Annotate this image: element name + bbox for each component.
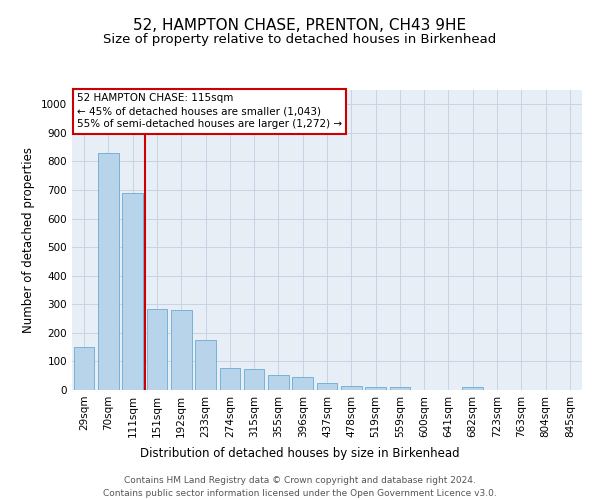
Text: 52 HAMPTON CHASE: 115sqm
← 45% of detached houses are smaller (1,043)
55% of sem: 52 HAMPTON CHASE: 115sqm ← 45% of detach…: [77, 93, 342, 130]
Bar: [146, 309, 167, 390]
Bar: [98, 153, 119, 390]
Y-axis label: Number of detached properties: Number of detached properties: [22, 147, 35, 333]
Bar: [195, 340, 216, 390]
Bar: [365, 386, 386, 390]
Bar: [389, 387, 410, 390]
Text: Contains HM Land Registry data © Crown copyright and database right 2024.
Contai: Contains HM Land Registry data © Crown c…: [103, 476, 497, 498]
Bar: [122, 193, 143, 390]
Bar: [268, 375, 289, 390]
Text: 52, HAMPTON CHASE, PRENTON, CH43 9HE: 52, HAMPTON CHASE, PRENTON, CH43 9HE: [133, 18, 467, 32]
Bar: [171, 310, 191, 390]
Bar: [317, 383, 337, 390]
Text: Distribution of detached houses by size in Birkenhead: Distribution of detached houses by size …: [140, 448, 460, 460]
Bar: [292, 376, 313, 390]
Bar: [220, 368, 240, 390]
Text: Size of property relative to detached houses in Birkenhead: Size of property relative to detached ho…: [103, 32, 497, 46]
Bar: [244, 368, 265, 390]
Bar: [341, 386, 362, 390]
Bar: [463, 387, 483, 390]
Bar: [74, 347, 94, 390]
